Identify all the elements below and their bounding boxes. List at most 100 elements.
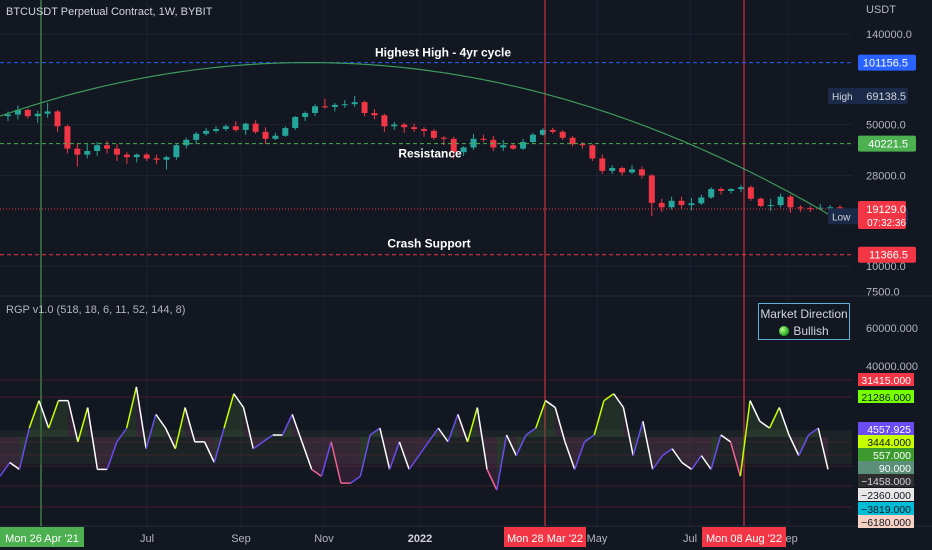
osc-area-segment [194, 437, 205, 442]
date-marker-text: Mon 28 Mar '22 [507, 533, 583, 545]
candle-body [777, 196, 784, 206]
candle-body [213, 129, 219, 131]
osc-value-text: 31415.000 [861, 375, 911, 387]
y-tick-label: 10000.0 [866, 261, 906, 273]
osc-value-text: 4557.925 [867, 424, 911, 436]
candle-body [143, 154, 150, 159]
candle-body [827, 207, 834, 209]
level-value-tag [858, 135, 916, 152]
osc-line-segment [720, 434, 732, 443]
osc-line-segment [184, 407, 196, 443]
countdown-label: 07:32:36 [867, 218, 906, 229]
osc-line-segment [729, 441, 742, 477]
extreme-label-prefix: High [832, 92, 853, 103]
candle-body [14, 109, 21, 115]
osc-line-segment [466, 407, 479, 443]
osc-line-segment [808, 427, 819, 436]
candle-body [351, 102, 358, 105]
candle-body [460, 147, 467, 153]
candle-body [589, 145, 596, 159]
osc-area-segment [155, 414, 166, 437]
osc-line-segment [778, 407, 790, 436]
candle-body [658, 202, 665, 208]
candle-body [371, 112, 378, 116]
osc-line-segment [262, 434, 274, 443]
candle-body [688, 203, 695, 206]
date-marker-badge [504, 527, 586, 547]
level-text: Resistance [398, 147, 462, 161]
osc-area-segment [487, 437, 497, 490]
candle-body [480, 138, 487, 140]
osc-line-segment [671, 448, 683, 463]
osc-line-segment [125, 386, 138, 429]
candle-body [619, 167, 626, 173]
osc-line-segment [301, 441, 313, 470]
osc-value-tag [858, 435, 914, 448]
osc-line-segment [788, 434, 800, 456]
candle-body [361, 102, 368, 113]
osc-line-segment [164, 427, 177, 450]
osc-line-segment [486, 469, 498, 491]
osc-line-segment [18, 427, 30, 470]
level-value-text: 101156.5 [863, 58, 908, 70]
osc-line-segment [155, 413, 167, 429]
y-tick-label: 7500.0 [866, 286, 900, 298]
osc-line-segment [593, 400, 605, 436]
osc-area-segment [759, 421, 770, 437]
candle-body [747, 187, 754, 199]
candle-body [450, 138, 457, 153]
candle-body [728, 189, 735, 191]
candle-body [84, 150, 91, 155]
osc-line-segment [700, 455, 712, 470]
osc-area-segment [350, 437, 361, 484]
osc-area-segment [691, 437, 702, 470]
candle-body [133, 154, 140, 158]
candle-body [817, 207, 824, 209]
osc-line-segment [369, 427, 381, 436]
osc-line-segment [427, 427, 439, 443]
candle-body [302, 112, 309, 117]
candle-body [629, 169, 635, 173]
candle-body [321, 106, 328, 108]
osc-value-tag [858, 422, 914, 435]
osc-line-segment [691, 455, 702, 470]
x-tick-label: Sep [231, 533, 251, 545]
x-tick-label: Jul [683, 533, 697, 545]
osc-line-segment [242, 407, 255, 449]
osc-line-segment [28, 400, 40, 429]
candle-body [331, 104, 338, 108]
y-tick-label: 50000.0 [866, 120, 906, 132]
osc-area-segment [0, 437, 10, 477]
candle-body [579, 144, 586, 146]
symbol-title: BTCUSDT Perpetual Contract, 1W, BYBIT [6, 6, 213, 18]
osc-line-segment [447, 414, 459, 443]
y-tick-label: 140000.0 [866, 29, 912, 41]
candle-body [64, 126, 71, 149]
candle-body [648, 175, 655, 203]
candle-body [569, 137, 576, 145]
candle-body [470, 138, 477, 148]
x-tick-label: May [587, 533, 608, 545]
osc-line-segment [652, 455, 664, 470]
overlay-lines [0, 0, 852, 526]
osc-line-segment [38, 400, 50, 429]
osc-line-segment [535, 400, 547, 429]
osc-line-segment [817, 427, 829, 470]
osc-line-segment [574, 441, 586, 470]
osc-line-segment [398, 441, 410, 470]
osc-area-segment [652, 437, 663, 470]
candle-body [104, 145, 111, 149]
osc-y-tick-label: 40000.000 [866, 361, 918, 373]
candle-body [24, 109, 31, 117]
extreme-label-value: 69138.5 [866, 91, 906, 103]
osc-line-segment [545, 400, 556, 409]
osc-value-tag [858, 474, 914, 487]
osc-area-segment [311, 437, 322, 477]
candle-body [559, 131, 566, 138]
osc-line-segment [408, 455, 420, 470]
osc-line-segment [86, 407, 99, 470]
candle-body [381, 115, 388, 127]
candle-body [123, 154, 130, 158]
